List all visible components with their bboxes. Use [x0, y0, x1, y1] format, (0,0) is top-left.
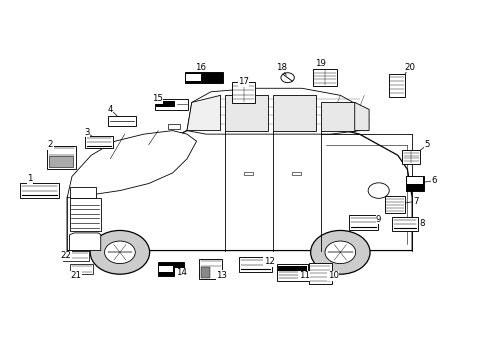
Bar — [69, 198, 101, 231]
Bar — [384, 196, 404, 213]
Text: 20: 20 — [404, 63, 414, 72]
Bar — [292, 172, 301, 175]
Text: 13: 13 — [216, 271, 226, 280]
Polygon shape — [69, 233, 101, 251]
Bar — [49, 157, 73, 167]
Text: 8: 8 — [418, 219, 424, 228]
Text: 15: 15 — [151, 94, 163, 103]
Bar — [312, 69, 336, 86]
Text: 18: 18 — [276, 63, 287, 72]
Bar — [70, 264, 93, 274]
Bar — [244, 172, 253, 175]
Bar — [407, 177, 422, 184]
Text: 6: 6 — [430, 176, 436, 185]
Text: 11: 11 — [298, 271, 309, 280]
Bar — [391, 217, 417, 231]
Bar — [156, 101, 174, 107]
Bar — [155, 99, 188, 110]
Text: 16: 16 — [195, 63, 205, 72]
Bar — [278, 266, 306, 271]
Polygon shape — [67, 131, 196, 198]
Text: 3: 3 — [84, 128, 90, 137]
Bar — [199, 259, 222, 279]
Polygon shape — [186, 88, 368, 134]
Polygon shape — [354, 102, 368, 131]
Text: 12: 12 — [264, 257, 274, 266]
Bar — [201, 267, 210, 278]
Bar — [69, 187, 96, 198]
Bar — [62, 251, 89, 261]
Bar — [239, 257, 271, 272]
Bar — [232, 82, 255, 103]
Text: 9: 9 — [375, 215, 381, 224]
Bar — [185, 74, 200, 81]
Text: 19: 19 — [314, 59, 325, 68]
Bar — [308, 263, 331, 284]
Polygon shape — [186, 95, 220, 131]
Circle shape — [325, 241, 355, 264]
Text: 5: 5 — [424, 140, 429, 149]
Bar — [348, 215, 377, 230]
Circle shape — [310, 230, 369, 274]
Bar — [184, 72, 223, 83]
Bar — [167, 123, 180, 129]
Bar — [401, 150, 420, 164]
Circle shape — [104, 241, 135, 264]
Text: 1: 1 — [27, 175, 33, 184]
Bar — [387, 74, 405, 97]
Text: 21: 21 — [70, 271, 81, 280]
Bar — [276, 264, 307, 281]
Bar — [273, 95, 316, 131]
Text: 17: 17 — [238, 77, 248, 86]
Text: 22: 22 — [61, 251, 72, 260]
Bar — [321, 102, 354, 131]
Bar — [20, 183, 59, 198]
Text: 14: 14 — [175, 268, 186, 277]
Bar — [157, 262, 183, 276]
Text: 7: 7 — [412, 197, 418, 206]
Bar — [47, 145, 76, 168]
Bar — [225, 95, 268, 131]
Circle shape — [90, 230, 149, 274]
Text: 10: 10 — [327, 271, 338, 280]
Bar — [159, 266, 173, 271]
Bar — [405, 176, 424, 191]
Bar — [108, 116, 136, 126]
Text: 4: 4 — [107, 105, 113, 114]
Bar — [85, 136, 112, 148]
Polygon shape — [67, 120, 411, 251]
Text: 2: 2 — [47, 140, 53, 149]
